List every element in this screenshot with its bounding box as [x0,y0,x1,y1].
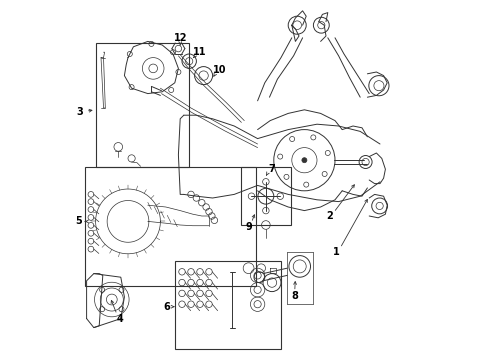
Text: 11: 11 [193,47,207,57]
Text: 9: 9 [245,222,252,232]
Circle shape [302,158,307,163]
Text: 5: 5 [75,216,82,226]
Text: 7: 7 [269,164,275,174]
Text: 12: 12 [173,33,187,43]
Text: 6: 6 [164,302,170,312]
Bar [96,43,189,167]
Bar [242,167,291,225]
Text: 10: 10 [213,65,226,75]
Text: 3: 3 [76,107,83,117]
Text: 8: 8 [291,291,298,301]
Text: 4: 4 [116,314,123,324]
Text: 2: 2 [326,211,333,221]
Bar [85,167,256,286]
Bar [175,261,281,349]
Text: 1: 1 [333,247,340,257]
